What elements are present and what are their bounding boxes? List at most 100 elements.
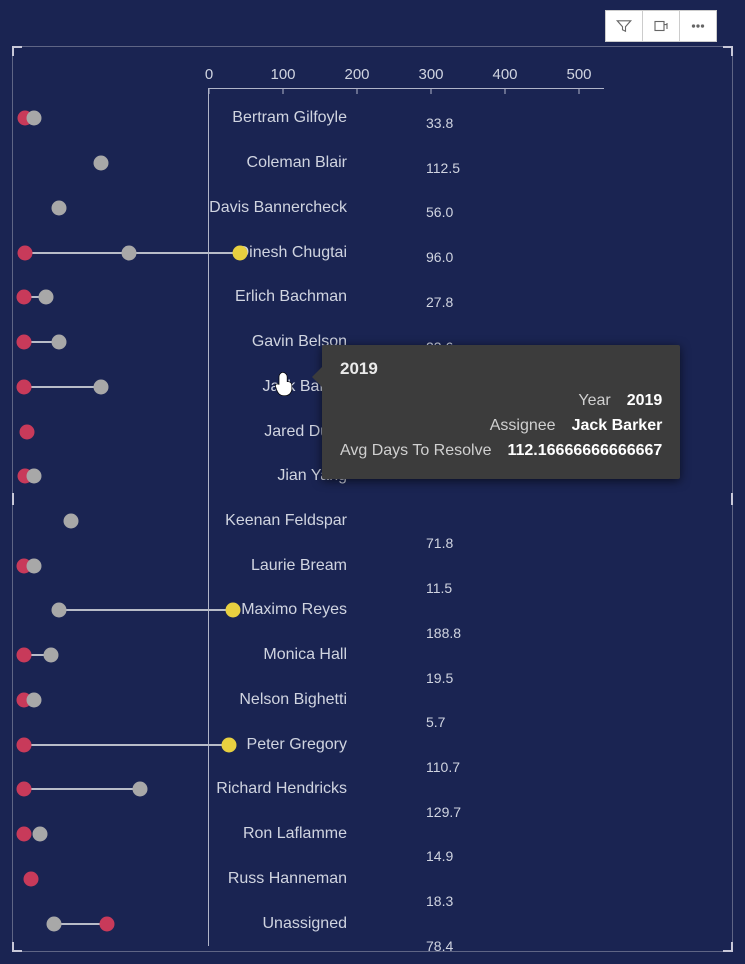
x-tick-label: 500 <box>566 66 591 83</box>
data-marker[interactable] <box>99 916 114 931</box>
value-label: 112.5 <box>426 160 460 176</box>
connector-line <box>24 788 140 790</box>
data-marker[interactable] <box>27 111 42 126</box>
table-row: Keenan Feldspar71.8 <box>18 499 727 544</box>
data-marker[interactable] <box>52 200 67 215</box>
data-marker[interactable] <box>24 871 39 886</box>
connector-line <box>24 744 229 746</box>
resize-handle-left[interactable] <box>12 493 14 505</box>
y-axis-label: Jared Dunn <box>264 423 347 441</box>
y-axis-label: Peter Gregory <box>247 736 347 754</box>
y-axis-label: Keenan Feldspar <box>225 512 347 530</box>
y-axis-label: Ron Laflamme <box>243 825 347 843</box>
y-axis-label: Davis Bannercheck <box>209 199 347 217</box>
more-options-button[interactable] <box>679 10 717 42</box>
focus-icon <box>652 17 670 35</box>
table-row: Erlich Bachman 27.8 <box>18 275 727 320</box>
x-tick-mark <box>431 88 432 94</box>
y-axis-label: Unassigned <box>263 915 348 933</box>
table-row: Coleman Blair 112.5 <box>18 141 727 186</box>
table-row: Bertram Gilfoyle33.8 <box>18 96 727 141</box>
y-axis-label: Russ Hanneman <box>228 870 347 888</box>
visual-toolbar <box>606 10 717 42</box>
data-marker[interactable] <box>19 424 34 439</box>
x-tick-label: 400 <box>492 66 517 83</box>
table-row: Davis Bannercheck 56.0 <box>18 185 727 230</box>
data-marker[interactable] <box>122 245 137 260</box>
filter-icon <box>615 17 633 35</box>
x-tick-mark <box>209 88 210 94</box>
y-axis-label: Erlich Bachman <box>235 288 347 306</box>
resize-handle-right[interactable] <box>731 493 733 505</box>
data-marker[interactable] <box>27 692 42 707</box>
data-marker[interactable] <box>51 603 66 618</box>
resize-handle-tr[interactable] <box>723 46 733 56</box>
x-axis-line <box>209 88 604 89</box>
table-row: Richard Hendricks129.7 <box>18 767 727 812</box>
x-tick-label: 200 <box>344 66 369 83</box>
value-label: 96.0 <box>426 249 453 265</box>
connector-line <box>59 609 233 611</box>
data-marker[interactable] <box>16 335 31 350</box>
data-marker[interactable] <box>16 782 31 797</box>
data-marker[interactable] <box>51 335 66 350</box>
table-row: Dinesh Chugtai 96.0 <box>18 230 727 275</box>
y-axis-label: Dinesh Chugtai <box>238 244 347 262</box>
y-axis-label: Jack Barker <box>263 378 347 396</box>
value-label: 27.8 <box>426 294 453 310</box>
data-marker[interactable] <box>133 782 148 797</box>
table-row: Russ Hanneman18.3 <box>18 856 727 901</box>
data-marker[interactable] <box>39 290 54 305</box>
table-row: Gavin Belson23.6 <box>18 320 727 365</box>
data-marker[interactable] <box>16 827 31 842</box>
y-axis-label: Laurie Bream <box>251 557 347 575</box>
x-tick-mark <box>283 88 284 94</box>
data-marker[interactable] <box>221 737 236 752</box>
data-marker[interactable] <box>93 379 108 394</box>
focus-mode-button[interactable] <box>642 10 680 42</box>
table-row: Peter Gregory110.7 <box>18 722 727 767</box>
table-row: Monica Hall19.5 <box>18 633 727 678</box>
data-marker[interactable] <box>33 827 48 842</box>
y-axis-label: Richard Hendricks <box>216 780 347 798</box>
value-label: 78.4 <box>426 938 453 954</box>
table-row: Ron Laflamme14.9 <box>18 812 727 857</box>
y-axis-label: Nelson Bighetti <box>239 691 347 709</box>
data-marker[interactable] <box>16 290 31 305</box>
table-row: Unassigned78.4 <box>18 901 727 946</box>
y-axis-label: Maximo Reyes <box>241 601 347 619</box>
table-row: Maximo Reyes188.8 <box>18 588 727 633</box>
value-label: 56.0 <box>426 204 453 220</box>
more-icon <box>689 17 707 35</box>
table-row: Laurie Bream11.5 <box>18 543 727 588</box>
data-marker[interactable] <box>27 469 42 484</box>
data-marker[interactable] <box>46 916 61 931</box>
x-tick-mark <box>357 88 358 94</box>
y-axis-label: Bertram Gilfoyle <box>232 109 347 127</box>
table-row: Jared Dunn <box>18 409 727 454</box>
data-marker[interactable] <box>44 648 59 663</box>
chart-rows: Bertram Gilfoyle33.8 Coleman Blair 112.5 Da… <box>18 96 727 946</box>
table-row: Nelson Bighetti5.7 <box>18 678 727 723</box>
data-marker[interactable] <box>93 156 108 171</box>
x-tick-mark <box>579 88 580 94</box>
x-tick-label: 100 <box>270 66 295 83</box>
y-axis-label: Coleman Blair <box>247 154 347 172</box>
x-tick-mark <box>505 88 506 94</box>
data-marker[interactable] <box>16 379 31 394</box>
data-marker[interactable] <box>18 245 33 260</box>
data-marker[interactable] <box>225 603 240 618</box>
resize-handle-tl[interactable] <box>12 46 22 56</box>
data-marker[interactable] <box>16 648 31 663</box>
data-marker[interactable] <box>233 245 248 260</box>
data-marker[interactable] <box>27 558 42 573</box>
table-row: Jian Yang <box>18 454 727 499</box>
connector-line <box>24 386 101 388</box>
y-axis-label: Jian Yang <box>277 467 347 485</box>
table-row: Jack Barker <box>18 364 727 409</box>
x-tick-label: 300 <box>418 66 443 83</box>
filter-button[interactable] <box>605 10 643 42</box>
x-tick-label: 0 <box>205 66 213 83</box>
data-marker[interactable] <box>64 513 79 528</box>
data-marker[interactable] <box>16 737 31 752</box>
